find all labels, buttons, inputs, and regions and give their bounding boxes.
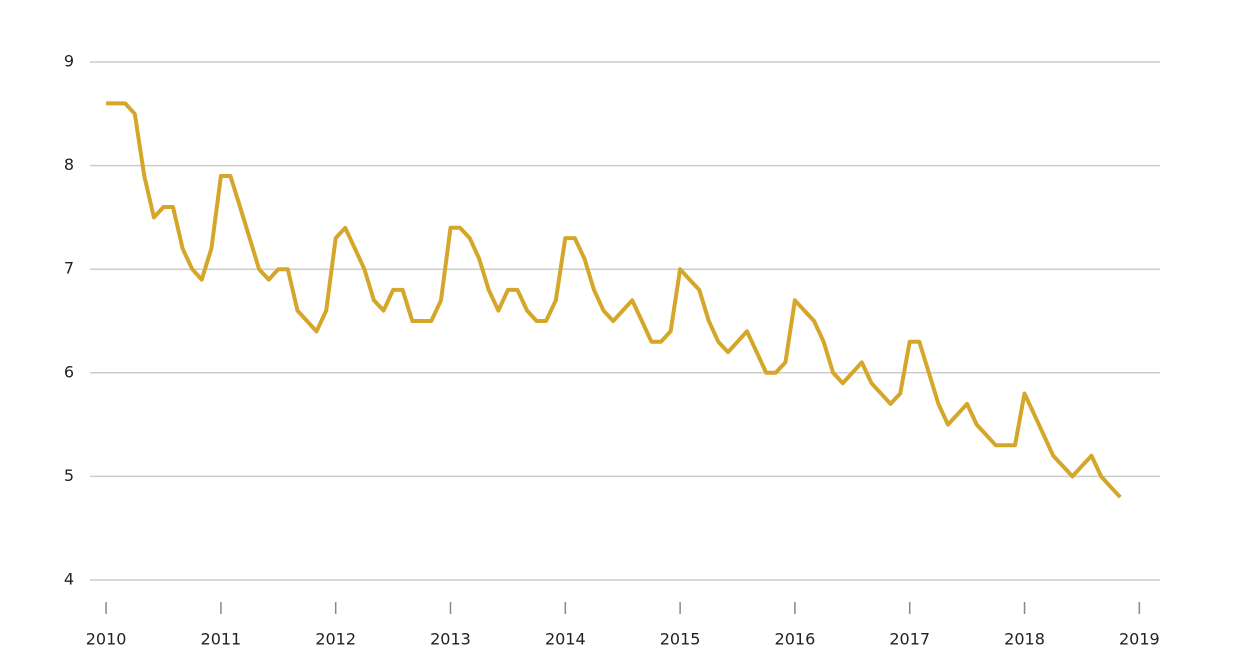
- y-tick-label: 8: [64, 155, 74, 174]
- x-tick-label: 2018: [1004, 630, 1045, 649]
- x-tick-label: 2014: [545, 630, 586, 649]
- x-tick-label: 2019: [1119, 630, 1160, 649]
- y-tick-label: 7: [64, 259, 74, 278]
- y-tick-label: 9: [64, 52, 74, 71]
- x-tick-label: 2015: [660, 630, 701, 649]
- y-tick-label: 6: [64, 362, 74, 381]
- x-tick-label: 2010: [86, 630, 127, 649]
- x-tick-label: 2013: [430, 630, 471, 649]
- y-tick-label: 4: [64, 570, 74, 589]
- x-tick-label: 2012: [315, 630, 356, 649]
- x-tick-label: 2017: [889, 630, 930, 649]
- x-tick-label: 2011: [201, 630, 242, 649]
- data-line: [106, 101, 1122, 499]
- x-tick-label: 2016: [775, 630, 816, 649]
- y-tick-label: 5: [64, 466, 74, 485]
